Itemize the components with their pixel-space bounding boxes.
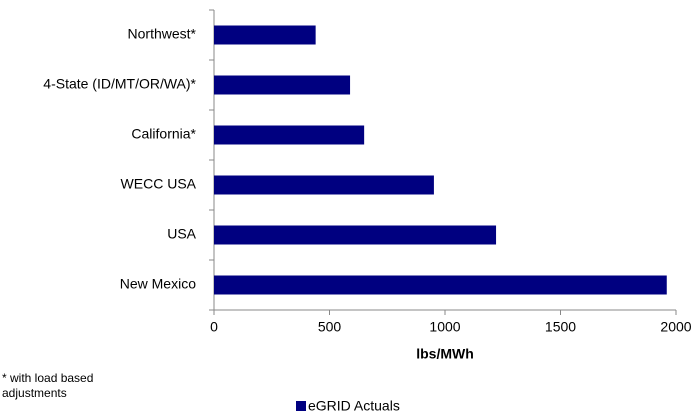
x-tick-label: 1500 [545,319,576,335]
x-tick-label: 1000 [429,319,460,335]
legend-label: eGRID Actuals [308,398,400,414]
y-tick-label: 4-State (ID/MT/OR/WA)* [43,76,196,92]
bar [214,175,434,195]
bar [214,25,316,45]
bar [214,275,667,295]
y-tick-label: California* [131,126,196,142]
bar [214,225,497,245]
x-axis-title: lbs/MWh [416,346,474,362]
footnote: * with load based adjustments [2,371,94,400]
bar [214,125,365,145]
legend-swatch [296,401,306,411]
y-tick-label: WECC USA [121,176,197,192]
x-tick-label: 2000 [660,319,691,335]
x-tick-label: 0 [210,319,218,335]
y-tick-label: USA [167,226,196,242]
y-tick-label: New Mexico [120,276,196,292]
y-tick-label: Northwest* [128,26,197,42]
bar [214,75,351,95]
x-tick-label: 500 [318,319,342,335]
